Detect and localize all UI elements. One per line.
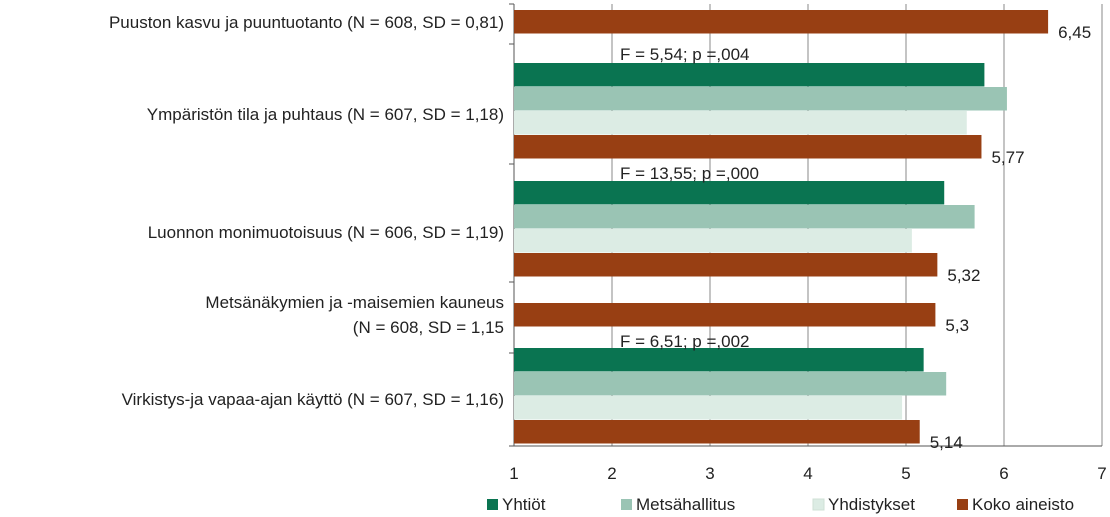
legend-label: Koko aineisto [972,495,1074,514]
bar-metsähallitus [514,87,1007,111]
value-label: 5,14 [930,433,963,452]
bar-yhdistykset [514,111,967,135]
bar-yhtiöt [514,63,985,87]
legend-swatch [621,499,632,510]
x-tick-label: 4 [803,464,812,483]
x-tick-label: 6 [999,464,1008,483]
bar-yhdistykset [514,396,903,420]
category-label: Puuston kasvu ja puuntuotanto (N = 608, … [109,13,504,32]
legend-swatch [487,499,498,510]
x-tick-label: 2 [607,464,616,483]
bar-yhdistykset [514,229,912,253]
bar-metsähallitus [514,205,975,229]
bar-koko-aineisto [514,10,1049,34]
stat-annotation: F = 13,55; p =,000 [620,164,759,183]
bar-yhtiöt [514,348,924,372]
bar-yhtiöt [514,181,945,205]
legend-label: Yhdistykset [828,495,915,514]
legend-label: Yhtiöt [502,495,546,514]
bar-metsähallitus [514,372,947,396]
stat-annotation: F = 6,51; p =,002 [620,332,749,351]
value-label: 5,77 [991,148,1024,167]
legend-label: Metsähallitus [636,495,735,514]
category-label: Virkistys-ja vapaa-ajan käyttö (N = 607,… [122,390,504,409]
value-label: 5,3 [945,316,969,335]
legend-swatch [957,499,968,510]
category-label: Metsänäkymien ja -maisemien kauneus [205,293,504,312]
legend-swatch [812,498,825,511]
value-label: 6,45 [1058,23,1091,42]
x-tick-label: 5 [901,464,910,483]
category-label: Ympäristön tila ja puhtaus (N = 607, SD … [147,105,504,124]
bar-koko-aineisto [514,253,938,277]
category-label: Luonnon monimuotoisuus (N = 606, SD = 1,… [148,223,504,242]
value-label: 5,32 [947,266,980,285]
bar-koko-aineisto [514,420,920,444]
x-tick-label: 1 [509,464,518,483]
stat-annotation: F = 5,54; p =,004 [620,45,749,64]
category-label: (N = 608, SD = 1,15 [353,318,504,337]
x-tick-label: 3 [705,464,714,483]
bar-koko-aineisto [514,303,936,327]
x-tick-label: 7 [1097,464,1106,483]
bar-koko-aineisto [514,135,982,159]
